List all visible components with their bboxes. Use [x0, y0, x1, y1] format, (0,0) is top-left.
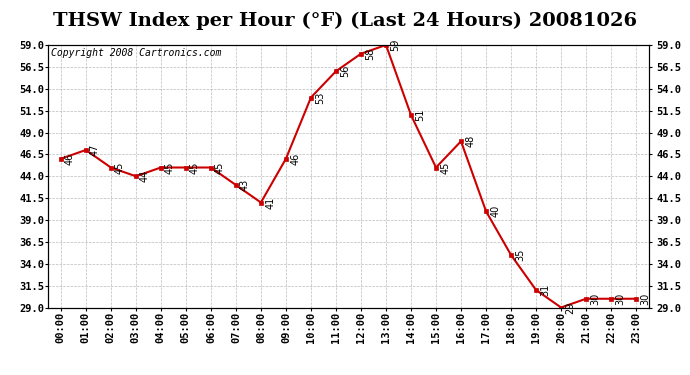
Text: 45: 45: [215, 161, 225, 174]
Text: Copyright 2008 Cartronics.com: Copyright 2008 Cartronics.com: [51, 48, 221, 58]
Text: THSW Index per Hour (°F) (Last 24 Hours) 20081026: THSW Index per Hour (°F) (Last 24 Hours)…: [53, 11, 637, 30]
Text: 48: 48: [465, 135, 475, 147]
Text: 30: 30: [615, 292, 625, 305]
Text: 47: 47: [90, 144, 100, 156]
Text: 45: 45: [165, 161, 175, 174]
Text: 58: 58: [365, 48, 375, 60]
Text: 59: 59: [390, 39, 400, 51]
Text: 45: 45: [440, 161, 450, 174]
Text: 40: 40: [490, 205, 500, 218]
Text: 46: 46: [290, 153, 300, 165]
Text: 53: 53: [315, 92, 325, 104]
Text: 30: 30: [590, 292, 600, 305]
Text: 45: 45: [190, 161, 200, 174]
Text: 43: 43: [240, 179, 250, 191]
Text: 41: 41: [265, 196, 275, 208]
Text: 45: 45: [115, 161, 125, 174]
Text: 44: 44: [140, 170, 150, 182]
Text: 35: 35: [515, 249, 525, 261]
Text: 51: 51: [415, 109, 425, 121]
Text: 31: 31: [540, 284, 550, 296]
Text: 56: 56: [340, 65, 350, 78]
Text: 29: 29: [565, 302, 575, 313]
Text: 30: 30: [640, 292, 650, 305]
Text: 46: 46: [65, 153, 75, 165]
